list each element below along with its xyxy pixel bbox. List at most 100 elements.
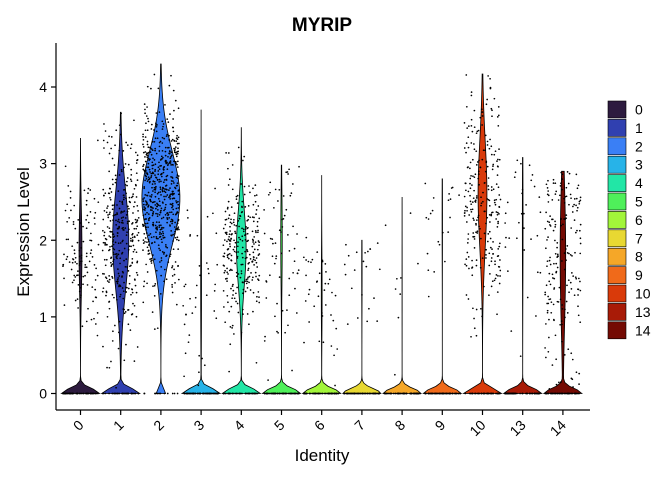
data-point-4	[256, 220, 259, 223]
data-point-4	[243, 280, 246, 283]
data-point-4	[223, 271, 226, 274]
data-point-9	[450, 187, 453, 189]
data-point-9	[449, 216, 451, 219]
data-point-10	[493, 97, 496, 100]
data-point-14	[555, 383, 558, 386]
data-point-1	[129, 178, 132, 181]
data-point-5	[298, 165, 300, 168]
data-point-6	[321, 315, 324, 317]
data-point-2	[147, 157, 150, 160]
data-point-4	[257, 205, 260, 207]
data-point-14	[579, 223, 582, 226]
data-point-4	[244, 250, 246, 253]
x-tick-label: 14	[547, 417, 569, 439]
data-point-0	[70, 209, 72, 212]
data-point-2	[158, 150, 161, 152]
data-point-2	[171, 266, 173, 269]
data-point-0	[78, 290, 81, 293]
data-point-8	[419, 392, 421, 395]
data-point-7	[347, 254, 350, 257]
data-point-0	[90, 232, 92, 235]
data-point-14	[577, 288, 579, 291]
data-point-13	[523, 227, 525, 229]
data-point-4	[222, 264, 225, 267]
data-point-9	[449, 198, 452, 200]
data-point-10	[484, 392, 486, 395]
data-point-7	[362, 260, 365, 263]
data-point-2	[166, 194, 169, 196]
data-point-4	[241, 227, 243, 230]
data-point-0	[86, 214, 89, 217]
data-point-14	[564, 316, 566, 319]
data-point-2	[142, 168, 145, 171]
data-point-7	[350, 392, 352, 395]
data-point-1	[111, 204, 114, 207]
data-point-4	[224, 321, 227, 324]
data-point-2	[169, 113, 171, 115]
data-point-2	[145, 122, 147, 125]
data-point-5	[276, 392, 279, 395]
data-point-2	[145, 263, 147, 266]
data-point-1	[111, 178, 114, 181]
data-point-8	[394, 373, 396, 376]
data-point-1	[111, 293, 114, 296]
data-point-8	[417, 262, 419, 265]
data-point-4	[247, 262, 250, 265]
data-point-9	[454, 392, 457, 395]
data-point-4	[249, 216, 252, 219]
data-point-2	[151, 183, 154, 185]
data-point-1	[123, 210, 126, 212]
violin-13	[502, 157, 543, 394]
data-point-4	[246, 249, 248, 251]
data-point-6	[331, 291, 333, 294]
data-point-1	[135, 315, 138, 318]
data-point-14	[545, 356, 547, 359]
data-point-2	[171, 171, 173, 174]
data-point-13	[516, 159, 519, 162]
data-point-2	[171, 265, 174, 267]
data-point-10	[499, 275, 501, 277]
data-point-2	[163, 137, 166, 140]
data-point-4	[252, 241, 254, 243]
data-point-0	[73, 279, 75, 282]
data-point-10	[495, 198, 498, 201]
data-point-2	[165, 203, 167, 206]
data-point-2	[163, 209, 165, 212]
legend-label-6: 6	[635, 212, 643, 228]
data-point-4	[251, 238, 254, 241]
data-point-8	[388, 392, 391, 395]
data-point-14	[570, 197, 572, 200]
data-point-5	[293, 247, 296, 250]
data-point-14	[566, 284, 568, 287]
data-point-1	[124, 227, 127, 229]
data-point-4	[231, 285, 234, 288]
data-point-5	[284, 331, 286, 334]
data-point-9	[427, 295, 430, 298]
data-point-7	[358, 392, 361, 395]
data-point-4	[248, 281, 250, 284]
data-point-2	[176, 142, 179, 145]
data-point-4	[229, 343, 232, 346]
data-point-2	[148, 168, 151, 171]
data-point-2	[159, 249, 161, 252]
data-point-4	[235, 224, 238, 227]
data-point-1	[118, 226, 120, 229]
violin-1	[100, 111, 142, 394]
data-point-4	[228, 214, 231, 216]
data-point-2	[161, 142, 164, 144]
data-point-1	[134, 218, 137, 221]
data-point-1	[110, 360, 112, 363]
data-point-1	[131, 262, 134, 264]
data-point-4	[231, 324, 234, 327]
data-point-2	[157, 191, 160, 194]
data-point-2	[143, 103, 146, 105]
data-point-14	[546, 187, 549, 189]
data-point-2	[167, 155, 169, 158]
data-point-10	[497, 265, 500, 268]
legend-swatch-3	[607, 155, 627, 174]
data-point-5	[276, 330, 278, 333]
data-point-1	[127, 205, 129, 208]
data-point-4	[244, 257, 247, 260]
data-point-2	[169, 195, 171, 198]
data-point-4	[239, 238, 242, 241]
